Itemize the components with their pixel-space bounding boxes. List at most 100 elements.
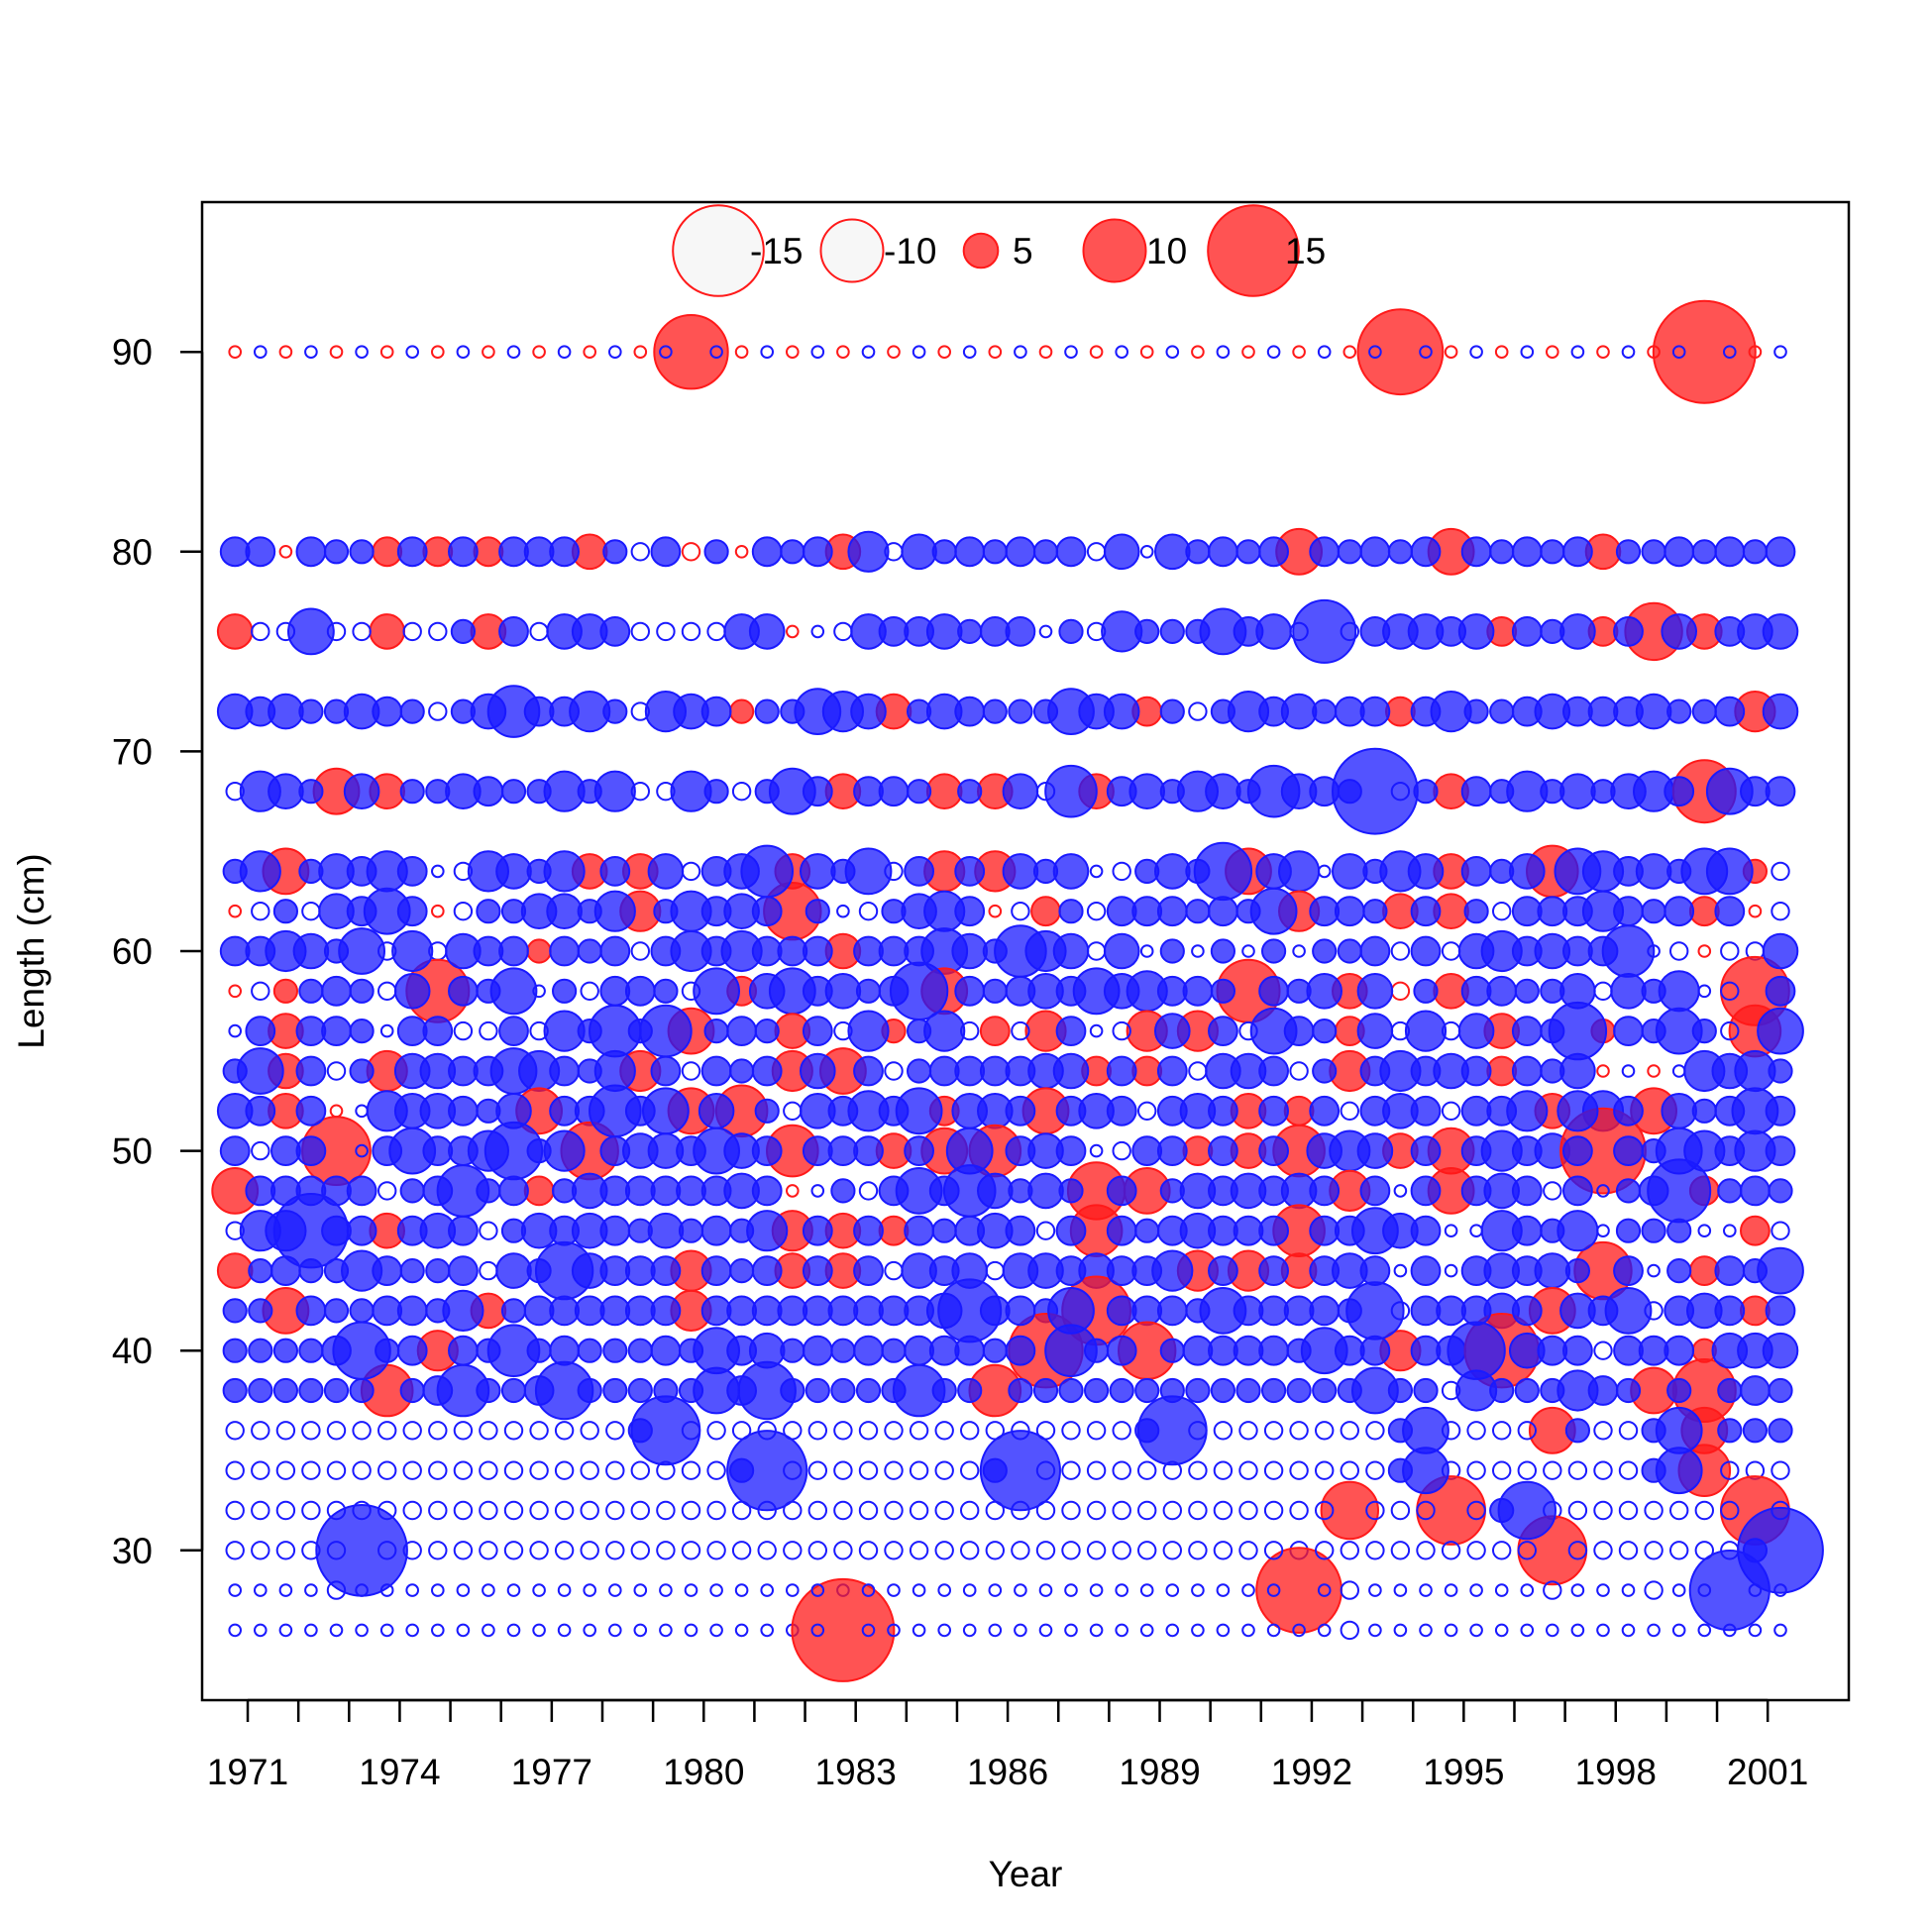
- male-bubble: [703, 779, 729, 805]
- male-bubble: [1460, 975, 1492, 1007]
- male-bubble: [853, 1255, 884, 1286]
- male-bubble: [1106, 1055, 1137, 1087]
- male-bubble: [399, 1258, 425, 1284]
- male-bubble: [1365, 1541, 1385, 1560]
- female-bubble: [988, 1583, 1003, 1597]
- female-bubble: [1292, 1623, 1306, 1638]
- male-bubble: [436, 1363, 490, 1418]
- female-bubble: [523, 1175, 555, 1207]
- female-bubble: [1089, 345, 1104, 360]
- male-bubble: [1249, 887, 1298, 935]
- female-bubble: [1139, 545, 1154, 559]
- male-bubble: [1306, 1132, 1342, 1169]
- male-bubble: [486, 1324, 541, 1377]
- male-bubble: [1106, 896, 1137, 927]
- female-bubble: [1086, 1460, 1107, 1480]
- male-bubble: [1061, 1460, 1081, 1480]
- female-bubble: [216, 1252, 254, 1289]
- male-bubble: [909, 1460, 929, 1480]
- female-bubble: [1697, 1224, 1712, 1237]
- female-bubble: [1337, 539, 1362, 565]
- male-bubble: [904, 1335, 934, 1366]
- female-bubble: [884, 1541, 904, 1560]
- male-bubble: [1410, 935, 1442, 967]
- female-bubble: [1390, 1541, 1411, 1560]
- male-bubble: [251, 1421, 270, 1441]
- female-bubble: [1494, 1583, 1509, 1597]
- female-bubble: [624, 1175, 656, 1207]
- male-bubble: [1559, 1052, 1596, 1090]
- female-bubble: [1748, 345, 1763, 360]
- female-bubble: [431, 345, 445, 360]
- male-bubble: [1317, 345, 1332, 360]
- female-bubble: [827, 1135, 859, 1166]
- male-bubble: [901, 533, 937, 571]
- male-bubble: [1208, 1335, 1238, 1366]
- male-bubble: [962, 345, 977, 360]
- male-bubble: [802, 776, 833, 807]
- male-bubble: [659, 1623, 673, 1638]
- male-bubble: [861, 345, 876, 360]
- x-tick-label: 1986: [967, 1752, 1048, 1792]
- male-bubble: [1011, 1020, 1030, 1041]
- male-bubble: [1723, 1224, 1737, 1237]
- male-bubble: [754, 779, 780, 805]
- male-bubble: [912, 1623, 926, 1638]
- male-bubble: [399, 1178, 425, 1204]
- male-bubble: [1723, 345, 1737, 360]
- male-bubble: [448, 1135, 479, 1166]
- male-bubble: [453, 1460, 474, 1480]
- male-bubble: [1208, 1135, 1238, 1166]
- male-bubble: [909, 1500, 929, 1521]
- male-bubble: [498, 1016, 529, 1046]
- male-bubble: [1309, 1295, 1341, 1327]
- male-bubble: [1115, 1583, 1128, 1597]
- male-bubble: [304, 1623, 318, 1638]
- male-bubble: [807, 1500, 827, 1521]
- male-bubble: [399, 698, 425, 724]
- female-bubble: [1233, 1335, 1264, 1366]
- female-bubble: [523, 1295, 555, 1327]
- male-bubble: [1205, 773, 1241, 810]
- female-bubble: [428, 701, 448, 721]
- male-bubble: [1610, 773, 1647, 810]
- male-bubble: [486, 685, 541, 738]
- male-bubble: [1511, 1295, 1543, 1327]
- female-bubble: [830, 1338, 856, 1363]
- female-bubble: [1543, 1460, 1562, 1480]
- male-bubble: [1506, 1090, 1549, 1132]
- male-bubble: [1688, 1550, 1771, 1632]
- female-bubble: [225, 1460, 245, 1480]
- female-bubble: [1444, 1623, 1458, 1638]
- male-bubble: [1055, 536, 1087, 568]
- y-tick-label: 40: [112, 1331, 153, 1371]
- female-bubble: [1543, 1181, 1562, 1201]
- male-bubble: [1410, 1335, 1442, 1366]
- male-bubble: [802, 536, 833, 568]
- male-bubble: [251, 1460, 270, 1480]
- female-bubble: [1740, 1375, 1771, 1406]
- female-bubble: [786, 624, 800, 639]
- male-bubble: [1005, 975, 1036, 1007]
- male-bubble: [802, 935, 833, 967]
- male-bubble: [1351, 1207, 1399, 1255]
- female-bubble: [833, 1421, 853, 1441]
- male-bubble: [1208, 896, 1238, 927]
- male-bubble: [847, 1090, 890, 1132]
- male-bubble: [1064, 1623, 1078, 1638]
- male-bubble: [1005, 1135, 1036, 1166]
- male-bubble: [304, 1583, 318, 1597]
- male-bubble: [1106, 1175, 1137, 1207]
- male-bubble: [1419, 345, 1433, 360]
- male-bubble: [1005, 1335, 1036, 1366]
- male-bubble: [1404, 1010, 1448, 1052]
- male-bubble: [254, 1583, 268, 1597]
- male-bubble: [650, 1335, 682, 1366]
- male-bubble: [1460, 1135, 1492, 1166]
- male-bubble: [1720, 981, 1740, 1001]
- female-bubble: [1289, 1061, 1309, 1081]
- male-bubble: [295, 1095, 327, 1127]
- female-bubble: [272, 899, 298, 924]
- male-bubble: [1714, 616, 1746, 647]
- female-bubble: [1492, 902, 1512, 921]
